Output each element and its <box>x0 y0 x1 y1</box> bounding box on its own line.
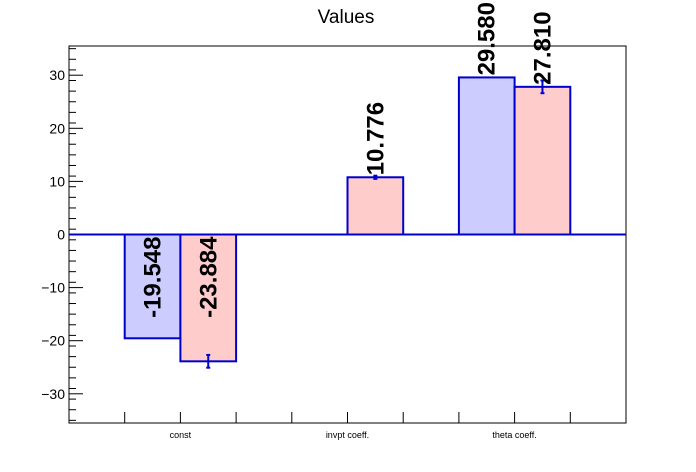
data-label: 29.580 <box>474 2 501 75</box>
x-tick-label: const <box>170 430 192 440</box>
data-label: -23.884 <box>195 236 222 318</box>
labels: -19.548 29.580 -23.884 10.776 27.810 <box>140 2 557 318</box>
data-label: -19.548 <box>140 237 167 318</box>
bar <box>346 176 405 236</box>
y-tick-label: −10 <box>41 280 65 296</box>
x-tick-label: invpt coeff. <box>326 430 369 440</box>
data-label: 10.776 <box>362 102 389 175</box>
bar <box>513 85 572 236</box>
bar <box>179 233 238 363</box>
chart-title: Values <box>318 7 375 28</box>
data-label: 27.810 <box>529 11 556 84</box>
y-tick-label: −30 <box>41 386 65 402</box>
y-tick-label: 30 <box>49 67 65 83</box>
axis-ticks: −30 −20 −10 0 10 20 30 const invpt coeff. theta c… <box>41 48 571 440</box>
bar <box>457 76 516 236</box>
bars <box>69 76 626 369</box>
y-tick-label: −20 <box>41 333 65 349</box>
y-tick-label: 0 <box>57 227 65 243</box>
y-tick-label: 10 <box>49 173 65 189</box>
x-tick-label: theta coeff. <box>492 430 536 440</box>
y-tick-label: 20 <box>49 120 65 136</box>
